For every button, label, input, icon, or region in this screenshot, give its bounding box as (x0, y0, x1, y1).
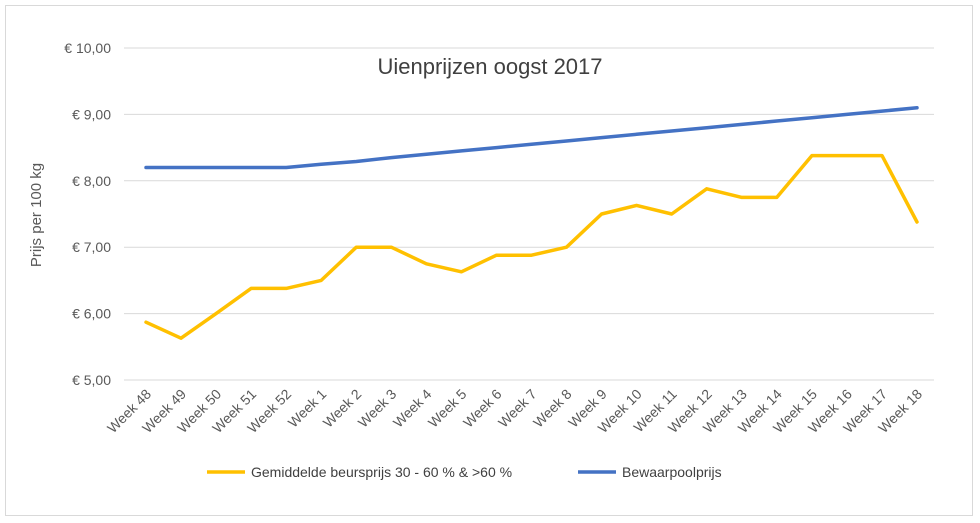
legend-label: Bewaarpoolprijs (622, 464, 722, 480)
x-tick-label: Week 5 (425, 386, 470, 431)
y-tick-label: € 5,00 (72, 372, 111, 388)
x-tick-label: Week 6 (460, 386, 505, 431)
y-tick-label: € 8,00 (72, 173, 111, 189)
y-tick-label: € 10,00 (64, 40, 111, 56)
x-tick-label: Week 8 (530, 386, 575, 431)
series-line-1 (144, 153, 919, 340)
x-tick-label: Week 3 (355, 386, 400, 431)
x-tick-label: Week 1 (285, 386, 330, 431)
gridlines (124, 47, 934, 381)
series-line-2 (144, 106, 919, 170)
x-tick-label: Week 4 (390, 386, 435, 431)
y-tick-label: € 7,00 (72, 239, 111, 255)
y-axis-label: Prijs per 100 kg (28, 163, 45, 267)
y-tick-label: € 6,00 (72, 306, 111, 322)
series-lines (144, 106, 919, 340)
x-tick-label: Week 2 (320, 386, 365, 431)
chart-title: Uienprijzen oogst 2017 (377, 54, 602, 79)
y-tick-label: € 9,00 (72, 106, 111, 122)
legend: Gemiddelde beursprijs 30 - 60 % & >60 % B… (207, 464, 722, 480)
x-tick-label: Week 7 (495, 386, 540, 431)
legend-label: Gemiddelde beursprijs 30 - 60 % & >60 % (251, 464, 512, 480)
y-axis-ticks: € 5,00 € 6,00 € 7,00 € 8,00 € 9,00 € 10,00 (64, 40, 111, 388)
